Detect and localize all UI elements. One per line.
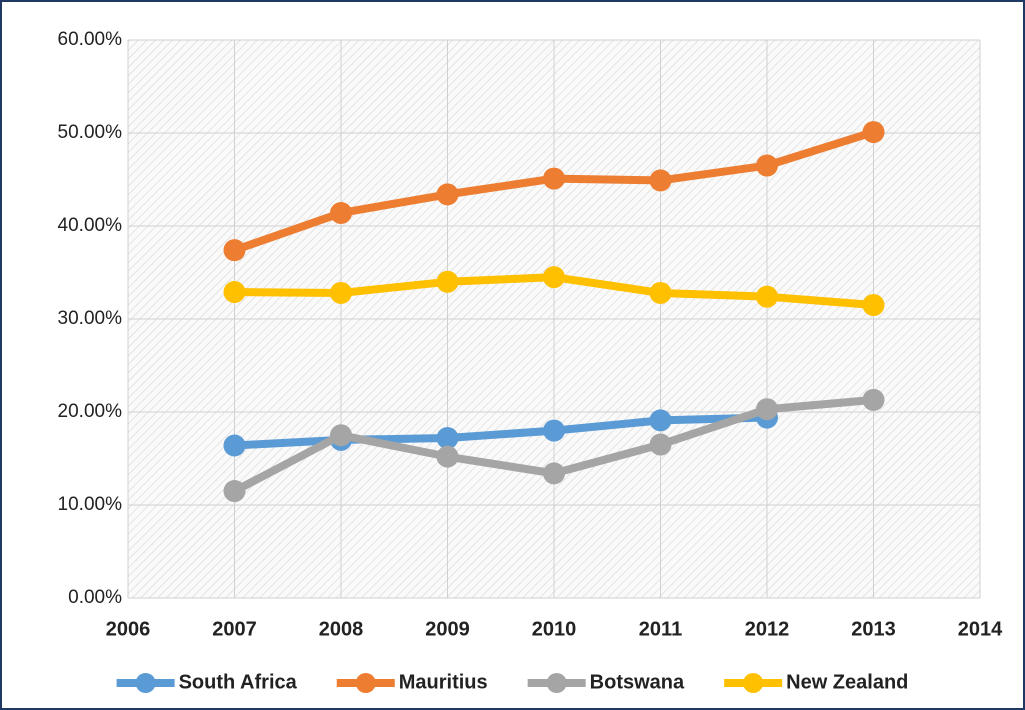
- point: [223, 239, 246, 262]
- point: [543, 266, 565, 289]
- legend-marker: [135, 673, 156, 693]
- x-tick-label: 2010: [532, 618, 577, 640]
- point: [543, 167, 565, 190]
- point: [330, 201, 352, 224]
- point: [436, 427, 459, 450]
- y-tick-label: 30.00%: [58, 308, 123, 329]
- point: [223, 434, 246, 457]
- point: [223, 281, 246, 304]
- legend-label: New Zealand: [786, 671, 908, 693]
- point: [649, 281, 672, 304]
- x-tick-label: 2007: [212, 618, 257, 640]
- y-tick-label: 0.00%: [68, 587, 122, 608]
- y-tick-label: 50.00%: [58, 122, 123, 143]
- legend-marker: [743, 673, 764, 693]
- point: [330, 424, 352, 447]
- legend-marker: [546, 673, 567, 693]
- y-tick-label: 20.00%: [58, 401, 123, 422]
- point: [862, 294, 885, 317]
- point: [862, 121, 885, 144]
- point: [649, 169, 672, 192]
- point: [756, 285, 778, 308]
- point: [756, 154, 778, 177]
- point: [543, 419, 565, 442]
- point: [756, 398, 778, 421]
- point: [436, 183, 459, 206]
- legend-label: Mauritius: [399, 671, 488, 693]
- legend-marker: [355, 673, 376, 693]
- x-tick-label: 2011: [639, 618, 682, 640]
- x-tick-label: 2008: [319, 618, 364, 640]
- point: [436, 270, 459, 293]
- point: [330, 281, 352, 304]
- y-tick-label: 40.00%: [58, 215, 123, 236]
- point: [649, 409, 672, 432]
- point: [436, 445, 459, 468]
- point: [649, 433, 672, 456]
- x-tick-label: 2013: [851, 618, 896, 640]
- x-tick-label: 2009: [425, 618, 470, 640]
- x-tick-label: 2014: [958, 618, 1003, 640]
- point: [862, 388, 885, 411]
- legend-label: South Africa: [179, 671, 298, 693]
- point: [223, 480, 246, 503]
- x-tick-label: 2006: [106, 618, 151, 640]
- y-tick-label: 60.00%: [58, 29, 123, 50]
- legend-label: Botswana: [590, 671, 685, 693]
- point: [543, 462, 565, 485]
- y-tick-label: 10.00%: [58, 494, 123, 515]
- x-tick-label: 2012: [745, 618, 790, 640]
